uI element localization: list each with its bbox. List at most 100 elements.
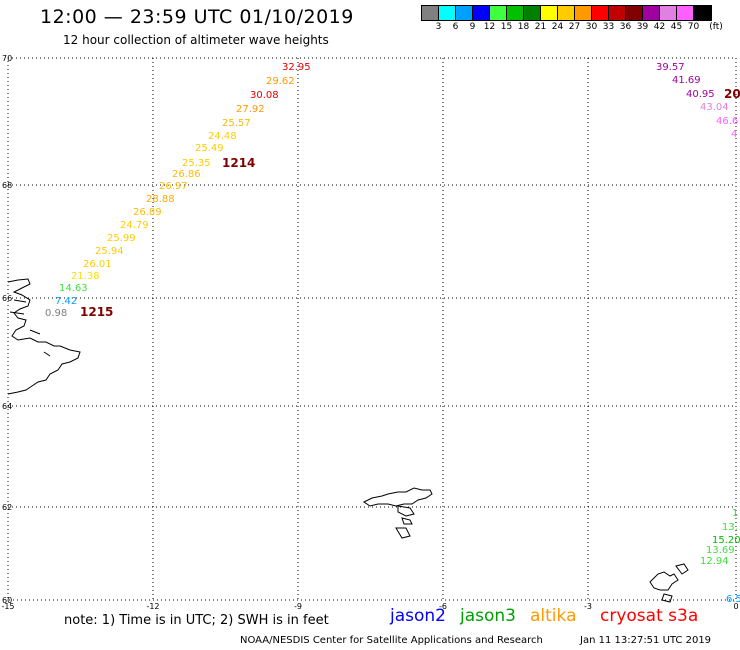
swh-value: 25.57 [222, 118, 251, 129]
lon-tick-label: -6 [439, 602, 447, 611]
legend-swatch [558, 6, 575, 20]
swh-value: 41.69 [672, 75, 701, 86]
legend-swatch [643, 6, 660, 20]
map-grid [7, 57, 737, 601]
lon-tick-label: -12 [146, 602, 159, 611]
swh-value: 0.98 [45, 308, 67, 319]
swh-value: 27.92 [236, 104, 265, 115]
swh-value: 14.63 [59, 283, 88, 294]
swh-value: 12.94 [700, 556, 729, 567]
swh-value: 6.5 [726, 594, 740, 605]
satellite-altika: altika [530, 606, 577, 626]
swh-value: 26.89 [133, 207, 162, 218]
legend-swatch [473, 6, 490, 20]
legend-label: 12 [483, 22, 496, 32]
swh-value: 15.20 [712, 535, 740, 546]
swh-value: 28.88 [146, 194, 175, 205]
lat-tick-label: 66 [2, 294, 12, 303]
legend-swatch [575, 6, 592, 20]
lat-tick-label: 64 [2, 402, 12, 411]
swh-value: 25.99 [107, 233, 136, 244]
swh-value: 30.08 [250, 90, 279, 101]
lat-tick-label: 60 [2, 596, 12, 605]
swh-value: 26.01 [83, 259, 112, 270]
coastline-faroe-4 [395, 527, 411, 539]
coastline-iceland-detail [9, 299, 51, 357]
axis-labels: 70 68 66 64 62 60-15 -12 -9 -6 -3 0 [1, 54, 738, 611]
legend-swatch [422, 6, 439, 20]
map-frame [7, 57, 737, 601]
lat-tick-label: 70 [2, 54, 12, 63]
legend-swatch [490, 6, 507, 20]
legend-swatch [439, 6, 456, 20]
legend-swatch [524, 6, 541, 20]
credit-line: NOAA/NESDIS Center for Satellite Applica… [240, 635, 543, 646]
legend-label: 21 [534, 22, 547, 32]
swh-value: 29.62 [266, 76, 295, 87]
swh-value: 26.86 [172, 169, 201, 180]
coastlines [7, 278, 689, 603]
legend-swatch [592, 6, 609, 20]
swh-value: 4 [731, 129, 737, 140]
legend-unit: (ft) [709, 22, 723, 32]
lat-tick-label: 68 [2, 181, 12, 190]
generated-timestamp: Jan 11 13:27:51 UTC 2019 [580, 635, 712, 646]
swh-value: 24.79 [120, 220, 149, 231]
coastline-faroe [363, 487, 433, 507]
lon-tick-label: -9 [294, 602, 302, 611]
legend-label: 15 [500, 22, 513, 32]
satellite-jason3: jason3 [460, 606, 516, 626]
swh-value: 32.95 [282, 62, 311, 73]
legend-swatch [456, 6, 473, 20]
legend-label: 30 [585, 22, 598, 32]
legend-label: 33 [602, 22, 615, 32]
color-legend [421, 5, 712, 21]
coastline-shetland [649, 571, 679, 591]
legend-label: 39 [636, 22, 649, 32]
legend-swatch [609, 6, 626, 20]
swh-value: 1 [732, 508, 738, 519]
coastline-shetland-2 [661, 563, 689, 603]
coastline-faroe-3 [401, 517, 413, 525]
legend-swatch [626, 6, 643, 20]
coastline-iceland [7, 278, 81, 395]
swh-value: 46.6 [716, 116, 738, 127]
time-label: 20 [724, 87, 740, 101]
legend-label: 45 [670, 22, 683, 32]
swh-value: 40.95 [686, 89, 715, 100]
swh-value: 21.38 [71, 271, 100, 282]
lon-tick-label: -3 [584, 602, 592, 611]
legend-label: 24 [551, 22, 564, 32]
swh-value: 25.94 [95, 246, 124, 257]
legend-label: 18 [517, 22, 530, 32]
legend-swatch [660, 6, 677, 20]
legend-swatch [541, 6, 558, 20]
map-title: 12:00 — 23:59 UTC 01/10/2019 [40, 6, 354, 28]
legend-label: 27 [568, 22, 581, 32]
swh-value: 13.69 [706, 545, 735, 556]
footer-note: note: 1) Time is in UTC; 2) SWH is in fe… [64, 613, 329, 628]
swh-value: 25.49 [195, 143, 224, 154]
legend-label: 3 [435, 22, 442, 32]
legend-label: 70 [687, 22, 700, 32]
satellite-jason2: jason2 [390, 606, 446, 626]
swh-value: 7.42 [55, 296, 77, 307]
swh-value: 13. [722, 522, 738, 533]
legend-label: 6 [452, 22, 459, 32]
time-label: 1215 [80, 305, 113, 319]
coastline-faroe-2 [397, 505, 415, 517]
satellite-cryosat-s3a: cryosat s3a [600, 606, 699, 626]
time-label: 1214 [222, 156, 255, 170]
lon-tick-label: 0 [733, 602, 738, 611]
legend-label: 42 [653, 22, 666, 32]
lon-tick-label: -15 [1, 602, 14, 611]
legend-labels: 3 6 9 12 15 18 21 24 27 30 33 36 39 42 45 70 (ft) [421, 22, 740, 34]
legend-swatch [694, 6, 711, 20]
legend-label: 36 [619, 22, 632, 32]
swh-value: 39.57 [656, 62, 685, 73]
swh-value: 26.97 [159, 181, 188, 192]
lat-tick-label: 62 [2, 503, 12, 512]
legend-label: 9 [469, 22, 476, 32]
